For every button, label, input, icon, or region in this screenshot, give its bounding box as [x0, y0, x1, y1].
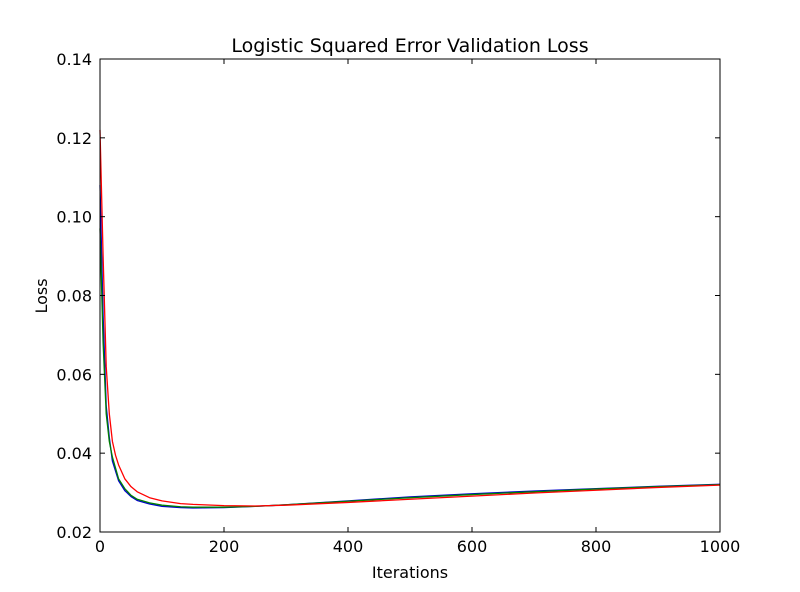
y-tick-label: 0.08 [56, 287, 92, 306]
y-tick-label: 0.12 [56, 129, 92, 148]
x-tick-label: 800 [581, 537, 612, 556]
y-tick-label: 0.14 [56, 50, 92, 69]
x-tick-label: 200 [209, 537, 240, 556]
x-tick-label: 1000 [700, 537, 741, 556]
ticks-layer: 0 200 400 600 800 1000 0.02 0.04 0.06 0.08 0.10 0.1… [56, 50, 740, 556]
x-tick-label: 600 [457, 537, 488, 556]
plot-frame [99, 58, 721, 533]
y-tick-label: 0.02 [56, 523, 92, 542]
y-tick-label: 0.06 [56, 365, 92, 384]
series-layer [99, 129, 721, 509]
x-axis-title: Iterations [372, 563, 448, 582]
x-tick-label: 0 [95, 537, 105, 556]
x-tick-label: 400 [333, 537, 364, 556]
series-line-2 [99, 129, 721, 507]
y-tick-label: 0.04 [56, 444, 92, 463]
series-line-0 [99, 185, 721, 509]
series-line-1 [99, 228, 721, 508]
y-axis-title: Loss [32, 278, 51, 313]
y-tick-label: 0.10 [56, 208, 92, 227]
chart-title: Logistic Squared Error Validation Loss [231, 35, 588, 57]
